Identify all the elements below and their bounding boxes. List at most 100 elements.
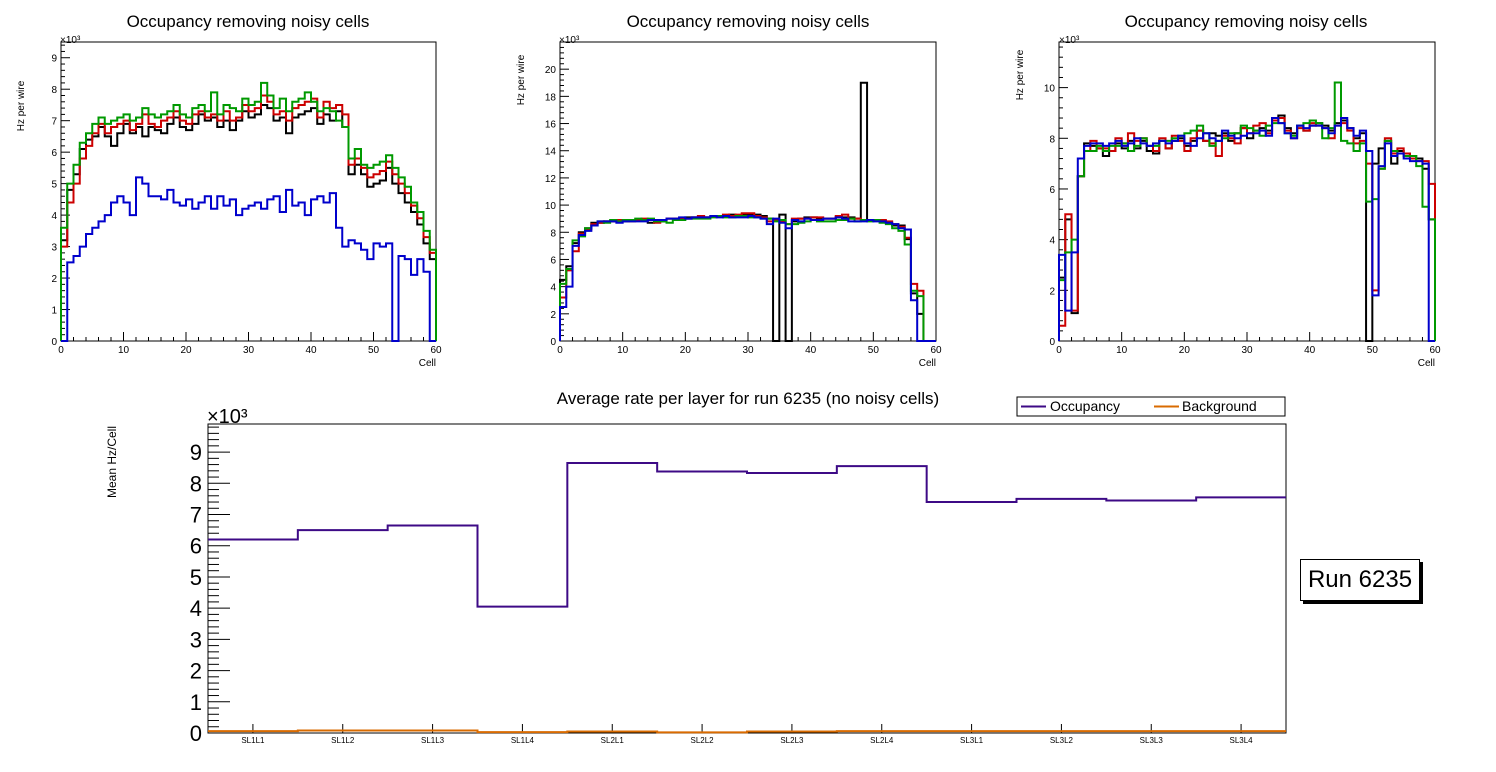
occupancy-panel-2: Occupancy removing noisy cells ×10³ Hz p… [516,12,942,369]
bottom-exponent: ×10³ [207,406,248,428]
y-tick-label: 4 [190,596,202,621]
panel-3-title: Occupancy removing noisy cells [1125,12,1368,31]
y-tick-label: 0 [550,337,556,348]
x-tick-label: 30 [742,345,754,356]
x-category-label: SL3L1 [960,736,984,745]
x-tick-label: 50 [868,345,880,356]
y-tick-label: 9 [190,440,202,465]
panel-2-exponent: ×10³ [559,35,580,46]
bottom-ylabel: Mean Hz/Cell [105,426,119,498]
y-tick-label: 12 [545,174,557,185]
plot-frame [60,41,437,342]
y-tick-label: 7 [190,503,202,528]
x-tick-label: 0 [1056,345,1062,356]
panel-2-series [559,81,936,342]
panel-2-axes: 0 10 20 30 40 50 60 0 2 4 6 8 10 12 14 16 18 20 [545,41,942,356]
y-tick-label: 1 [51,306,57,317]
series-layer2-line [60,94,437,341]
panel-3-ylabel: Hz per wire [1015,49,1026,100]
y-tick-label: 8 [1049,134,1055,145]
x-tick-label: 0 [557,345,563,356]
x-tick-label: 10 [118,345,130,356]
plot-frame [207,423,1287,734]
x-category-label: SL1L2 [331,736,355,745]
x-category-label: SL2L3 [780,736,804,745]
average-rate-panel: Average rate per layer for run 6235 (no … [105,389,1287,746]
y-tick-label: 4 [550,283,556,294]
panel-1-exponent: ×10³ [60,35,81,46]
y-tick-label: 0 [1049,337,1055,348]
x-tick-label: 40 [1304,345,1316,356]
y-tick-label: 4 [51,211,57,222]
y-tick-label: 8 [190,471,202,496]
series-layer1-line [559,81,936,342]
run-label: Run 6235 [1307,566,1413,593]
x-tick-label: 50 [1367,345,1379,356]
y-tick-label: 2 [190,659,202,684]
y-tick-label: 2 [1049,286,1055,297]
x-category-label: SL2L1 [601,736,625,745]
panel-3-axes: 0 10 20 30 40 50 60 0 2 4 6 8 10 [1044,41,1441,356]
panel-3-xlabel: Cell [1418,358,1435,369]
y-tick-label: 9 [51,54,57,65]
y-tick-label: 2 [550,310,556,321]
y-tick-label: 0 [190,721,202,746]
y-tick-label: 5 [51,180,57,191]
series-layer4-line [61,176,436,342]
y-tick-label: 14 [545,147,557,158]
series-layer1-line [60,103,437,341]
panel-2-ylabel: Hz per wire [516,54,527,105]
panel-1-series [60,81,437,342]
x-tick-label: 30 [1241,345,1253,356]
y-tick-label: 7 [51,117,57,128]
x-tick-label: 50 [368,345,380,356]
x-category-label: SL1L4 [511,736,535,745]
panel-2-title: Occupancy removing noisy cells [627,12,870,31]
bottom-title: Average rate per layer for run 6235 (no … [557,389,939,408]
x-tick-label: 20 [1179,345,1191,356]
occupancy-panel-3: Occupancy removing noisy cells ×10³ Hz p… [1015,12,1441,369]
y-tick-label: 10 [1044,84,1056,95]
x-category-label: SL2L4 [870,736,894,745]
x-tick-label: 60 [1429,345,1441,356]
series-layer3-line [559,214,936,342]
bottom-axes: 0 1 2 3 4 5 6 7 8 9 SL1L1 SL1L2 SL1L3 SL1L4 SL2L1 SL2L2… [190,423,1287,746]
x-tick-label: 60 [930,345,942,356]
y-tick-label: 10 [545,201,557,212]
x-category-label: SL3L3 [1140,736,1164,745]
panel-1-ylabel: Hz per wire [16,80,27,131]
legend-background-label: Background [1182,398,1257,414]
x-tick-label: 10 [617,345,629,356]
occupancy-panel-1: Occupancy removing noisy cells ×10³ Hz p… [16,12,442,369]
x-tick-label: 60 [430,345,442,356]
x-tick-label: 20 [180,345,192,356]
y-tick-label: 4 [1049,236,1055,247]
panel-2-xlabel: Cell [919,358,936,369]
legend: Occupancy Background [1016,396,1286,417]
y-tick-label: 5 [190,565,202,590]
x-category-label: SL3L2 [1050,736,1074,745]
series-layer2-line [559,212,936,342]
panel-1-axes: 0 10 20 30 40 50 60 0 1 2 3 4 5 6 7 8 9 [51,41,442,356]
panel-1-xlabel: Cell [419,358,436,369]
y-tick-label: 6 [190,534,202,559]
y-tick-label: 6 [550,255,556,266]
x-tick-label: 40 [805,345,817,356]
y-tick-label: 6 [51,148,57,159]
x-category-label: SL2L2 [691,736,715,745]
x-category-label: SL3L4 [1230,736,1254,745]
panel-3-series [1058,81,1436,342]
y-tick-label: 3 [190,627,202,652]
plot-frame [559,41,937,342]
x-tick-label: 10 [1116,345,1128,356]
y-tick-label: 20 [545,65,557,76]
series-layer4-line [559,214,936,342]
y-tick-label: 1 [190,690,202,715]
y-tick-label: 2 [51,274,57,285]
bottom-series [208,462,1286,734]
x-tick-label: 0 [58,345,64,356]
x-tick-label: 30 [243,345,255,356]
y-tick-label: 8 [550,228,556,239]
x-category-label: SL1L1 [241,736,265,745]
